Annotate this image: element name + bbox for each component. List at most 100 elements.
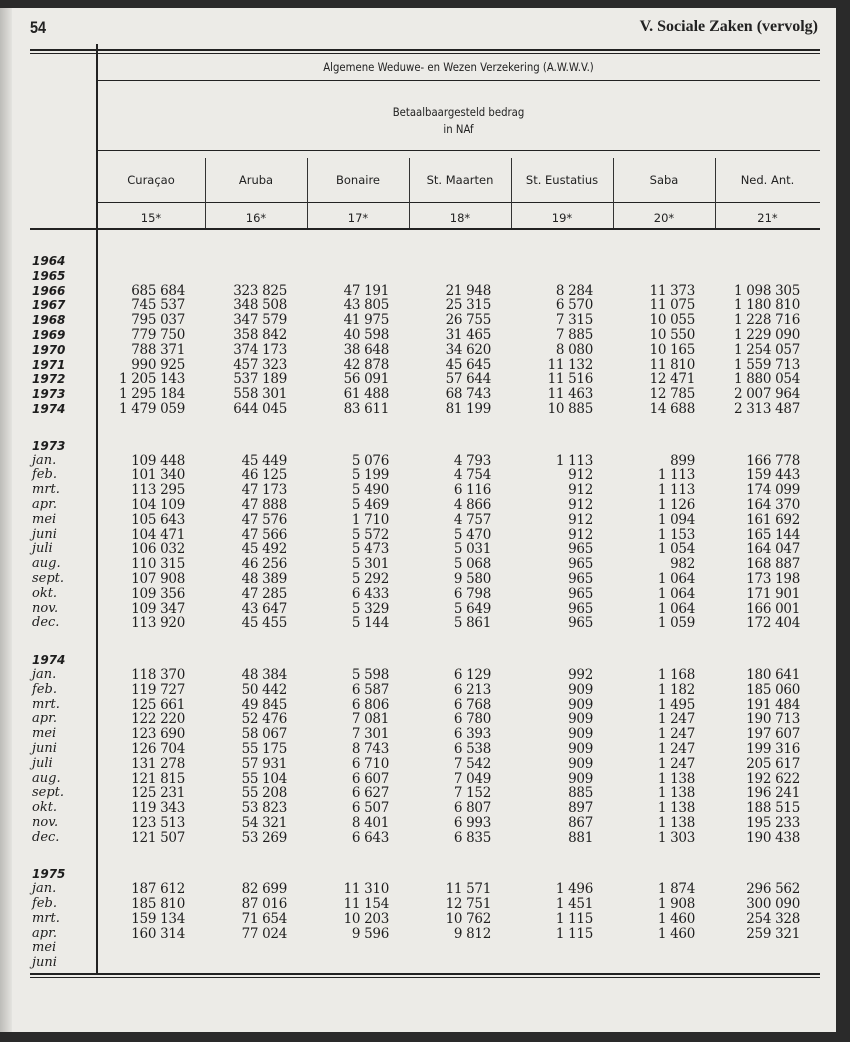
cell-value: 14 688 [649,400,696,417]
cell-value: 11 516 [547,371,594,388]
row-label: okt. [32,800,58,816]
cell-value: 6 807 [453,800,491,817]
cell-value: 41 975 [343,312,390,329]
cell-value: 11 810 [649,356,696,373]
cell-value: 159 443 [746,467,800,484]
group-heading-row: 1973 [18,439,818,454]
cell-value: 131 278 [131,755,185,772]
cell-value: 38 648 [343,341,390,358]
cell-value: 166 001 [746,600,800,617]
cell-value: 1 228 716 [733,312,800,329]
cell-value: 1 460 [657,925,695,942]
cell-value: 45 449 [241,452,288,469]
cell-value: 4 793 [453,452,491,469]
table-row: juni 104 471 47 566 5 572 5 470 912 1 153 165 1… [18,526,818,543]
cell-value: 164 047 [746,541,800,558]
row-label: dec. [32,615,60,631]
table-row: apr. 104 109 47 888 5 469 4 866 912 1 126 164 3… [18,497,818,513]
table-row: dec. 121 507 53 269 6 643 6 835 881 1 303 190 4… [18,829,818,846]
cell-value: 55 175 [241,740,288,757]
table-row: 1971 990 925 457 323 42 878 45 645 11 132 11 8… [18,356,818,373]
cell-value: 57 644 [445,371,492,388]
cell-value: 107 908 [131,570,185,587]
cell-value: 118 370 [131,666,185,683]
cell-value: 1 098 305 [733,282,800,299]
cell-value: 126 704 [131,740,185,757]
cell-value: 168 887 [746,556,800,573]
cell-value: 42 878 [343,356,390,373]
cell-value: 172 404 [746,615,800,632]
cell-value: 5 144 [351,615,389,632]
cell-value: 31 465 [445,326,492,343]
cell-value: 644 045 [233,400,287,417]
cell-value: 2 007 964 [733,386,800,403]
cell-value: 1 495 [657,696,695,713]
cell-value: 52 476 [241,711,288,728]
cell-value: 909 [568,696,593,713]
cell-value: 7 152 [453,785,491,802]
cell-value: 6 570 [555,297,593,314]
column-divider [715,158,716,228]
cell-value: 912 [568,526,593,543]
cell-value: 48 384 [241,666,288,683]
cell-value: 1 460 [657,910,695,927]
cell-value: 1 180 810 [733,297,800,314]
cell-value: 12 471 [649,371,696,388]
row-label: 1969 [32,327,66,342]
table-row: 1969 779 750 358 842 40 598 31 465 7 885 10 55… [18,328,818,343]
cell-value: 5 199 [351,467,389,484]
table-row: juli 106 032 45 492 5 473 5 031 965 1 054 164 0… [18,542,818,557]
cell-value: 1 559 713 [733,356,800,373]
cell-value: 6 806 [351,696,389,713]
cell-value: 745 537 [131,297,185,314]
cell-value: 192 622 [746,770,800,787]
cell-value: 912 [568,511,593,528]
row-label: juni [32,955,57,971]
column-header: Saba [649,173,679,187]
cell-value: 109 347 [131,600,185,617]
table-row: nov. 123 513 54 321 8 401 6 993 867 1 138 195 2… [18,815,818,831]
cell-value: 173 198 [746,570,800,587]
row-label: apr. [32,925,57,941]
table-row: juni [18,955,818,971]
table-title: Algemene Weduwe- en Wezen Verzekering (A… [323,60,594,74]
cell-value: 1 496 [555,881,593,898]
table-row: apr. 160 314 77 024 9 596 9 812 1 115 1 460 259… [18,925,818,942]
running-head: V. Sociale Zaken (vervolg) [639,18,818,35]
table-row: 1964 [18,254,818,269]
table-row: jan. 118 370 48 384 5 598 6 129 992 1 168 180 6… [18,666,818,683]
cell-value: 1 054 [657,541,695,558]
bottom-rule-thin [30,977,820,978]
row-label: 1970 [32,342,66,357]
cell-value: 83 611 [343,400,390,417]
cell-value: 122 220 [131,711,185,728]
cell-value: 61 488 [343,386,390,403]
row-group: 1975 jan. 187 612 82 699 11 310 11 571 1 496 1 … [18,867,818,971]
column-header: Ned. Ant. [740,173,795,187]
cell-value: 6 643 [351,829,389,846]
cell-value: 5 292 [351,570,389,587]
group-heading: 1973 [32,438,66,453]
table-body: 1964 1965 1966 685 684 323 825 47 191 21 948 8 … [18,254,818,971]
row-label: 1968 [32,313,66,328]
document-page: 54 V. Sociale Zaken (vervolg) Algemene W… [0,8,836,1032]
cell-value: 160 314 [131,925,185,942]
row-label: feb. [32,467,57,483]
cell-value: 7 081 [351,711,389,728]
row-label: feb. [32,681,57,697]
row-label: juni [32,740,57,756]
cell-value: 1 094 [657,511,695,528]
column-divider [613,158,614,228]
cell-value: 899 [670,452,695,469]
cell-value: 909 [568,740,593,757]
cell-value: 49 845 [241,696,288,713]
cell-value: 965 [568,615,593,632]
row-label: 1974 [32,401,66,416]
table-row: 1965 [18,269,818,284]
row-label: juli [32,755,53,771]
cell-value: 47 576 [241,511,288,528]
cell-value: 6 768 [453,696,491,713]
table-row: feb. 101 340 46 125 5 199 4 754 912 1 113 159 4… [18,468,818,483]
cell-value: 897 [568,800,593,817]
cell-value: 6 627 [351,785,389,802]
